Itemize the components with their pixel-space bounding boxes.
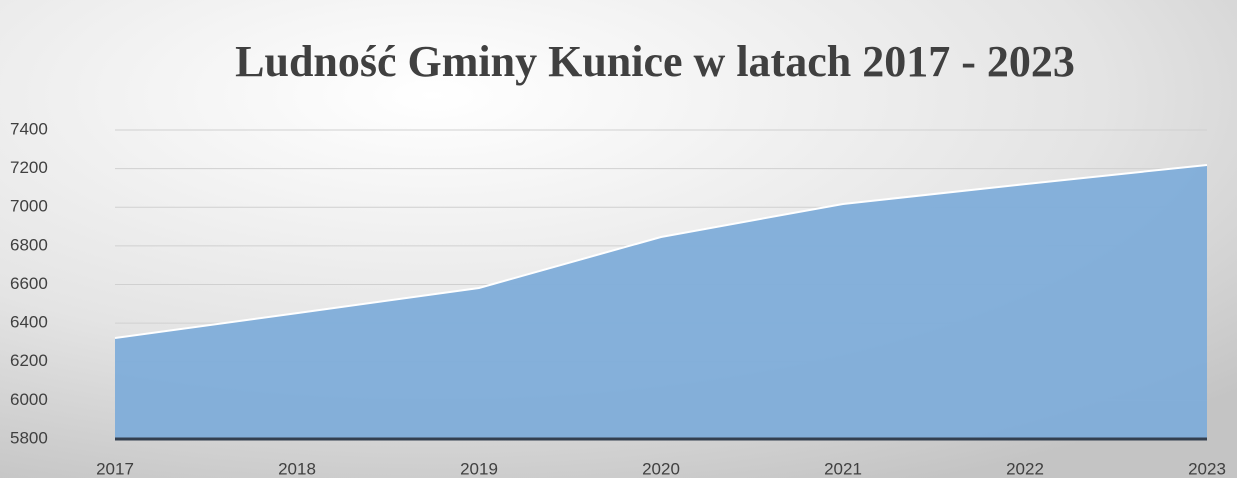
y-tick-label: 6800 bbox=[10, 235, 48, 254]
x-tick-label: 2023 bbox=[1188, 459, 1226, 478]
x-tick-label: 2022 bbox=[1006, 459, 1044, 478]
y-tick-label: 6400 bbox=[10, 313, 48, 332]
y-tick-label: 7400 bbox=[10, 119, 48, 138]
x-tick-label: 2017 bbox=[96, 459, 134, 478]
x-tick-label: 2020 bbox=[642, 459, 680, 478]
y-tick-label: 7000 bbox=[10, 197, 48, 216]
y-tick-label: 6000 bbox=[10, 390, 48, 409]
chart-title: Ludność Gminy Kunice w latach 2017 - 202… bbox=[235, 37, 1075, 86]
area-edge bbox=[114, 163, 1208, 339]
y-tick-label: 7200 bbox=[10, 158, 48, 177]
y-tick-label: 6600 bbox=[10, 274, 48, 293]
x-tick-label: 2021 bbox=[824, 459, 862, 478]
area bbox=[115, 164, 1207, 439]
x-tick-label: 2019 bbox=[460, 459, 498, 478]
x-tick-label: 2018 bbox=[278, 459, 316, 478]
y-tick-label: 6200 bbox=[10, 351, 48, 370]
y-tick-label: 5800 bbox=[10, 428, 48, 447]
